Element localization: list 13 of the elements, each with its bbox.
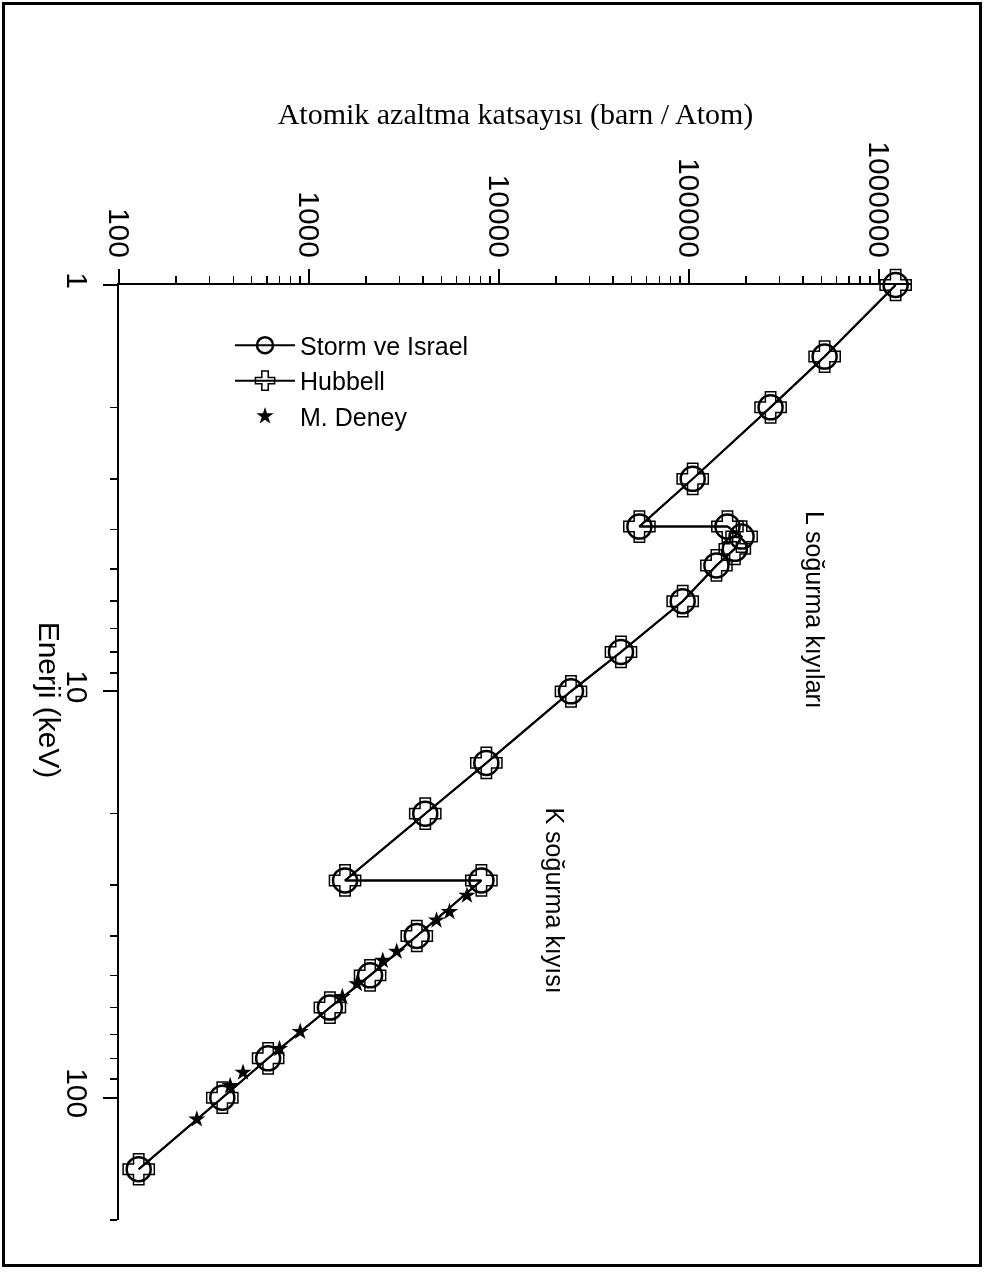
x-tick-label: 100000 xyxy=(672,157,706,258)
annotation: K soğurma kıyısı xyxy=(540,807,569,994)
x-axis-title: Atomik azaltma katsayısı (barn / Atom) xyxy=(277,96,754,131)
x-tick-label: 100 xyxy=(103,207,137,258)
annotation: L soğurma kıyıları xyxy=(800,511,829,709)
legend-label: M. Deney xyxy=(300,402,408,431)
y-tick-label: 100 xyxy=(60,1068,94,1119)
legend-label: Hubbell xyxy=(300,367,385,396)
x-tick-label: 1000000 xyxy=(862,141,896,258)
x-tick-label: 10000 xyxy=(483,174,517,258)
legend-label: Storm ve Israel xyxy=(300,331,469,360)
x-tick-label: 1000 xyxy=(293,191,327,258)
y-tick-label: 1 xyxy=(60,272,94,289)
